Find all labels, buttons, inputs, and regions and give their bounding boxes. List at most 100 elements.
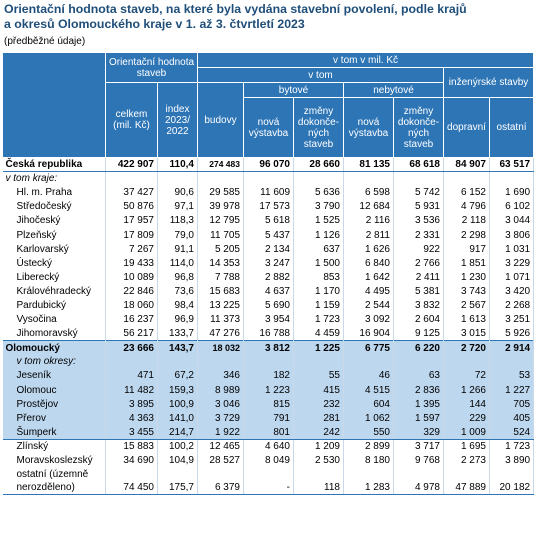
district-row: Přerov 4 363 141,0 3 729 791 281 1 062 1 597 229… xyxy=(2,411,535,426)
cell: 853 xyxy=(293,270,344,285)
cell: 281 xyxy=(293,411,344,426)
cell: 14 353 xyxy=(197,256,244,271)
title-line-2: a okresů Olomouckého kraje v 1. až 3. čt… xyxy=(4,17,305,31)
cell: 144 xyxy=(443,397,490,412)
header-bytove-zmeny: změny dokonče-ných staveb xyxy=(293,97,344,158)
row-label: Královéhradecký xyxy=(2,284,106,299)
cell: 1 230 xyxy=(443,270,490,285)
empty-cell xyxy=(197,354,244,369)
header-v-tom-mil: v tom v mil. Kč xyxy=(196,52,535,68)
cell: 46 xyxy=(343,368,394,383)
category-label: v tom okresy: xyxy=(2,354,106,369)
row-label: Jihočeský xyxy=(2,213,106,228)
cell: 2 899 xyxy=(343,439,394,454)
cell: 415 xyxy=(293,383,344,398)
cell: 12 465 xyxy=(197,439,244,454)
cell: 2 604 xyxy=(393,312,444,327)
cell: 1 225 xyxy=(293,340,344,355)
cell: 141,0 xyxy=(157,411,198,426)
cell: 18 060 xyxy=(105,298,158,313)
header-bytove: bytové xyxy=(243,82,344,98)
row-label: Plzeňský xyxy=(2,227,106,243)
empty-cell xyxy=(157,354,198,369)
cell: 1 170 xyxy=(293,284,344,299)
cell: 2 811 xyxy=(343,227,394,243)
cell: 5 636 xyxy=(293,185,344,200)
cell: 1 597 xyxy=(393,411,444,426)
cell: 133,7 xyxy=(157,326,198,341)
cell: 791 xyxy=(243,411,294,426)
cell: 104,9 xyxy=(157,453,198,468)
okresy-label-row: v tom okresy: xyxy=(2,354,535,369)
region-row: Hl. m. Praha 37 427 90,6 29 585 11 609 5 636 6… xyxy=(2,185,535,200)
cell: 1 690 xyxy=(489,185,535,200)
cell: 5 618 xyxy=(243,213,294,228)
cell: 12 795 xyxy=(197,213,244,228)
cell: 143,7 xyxy=(157,340,198,355)
cell: 2 273 xyxy=(443,453,490,468)
district-row: Jeseník 471 67,2 346 182 55 46 63 72 53 xyxy=(2,368,535,383)
empty-cell xyxy=(197,467,244,481)
cell: 550 xyxy=(343,425,394,440)
cell: 3 806 xyxy=(489,227,535,243)
cell: 11 705 xyxy=(197,227,244,243)
row-label: Moravskoslezský xyxy=(2,453,106,468)
header-nebytove-zmeny: změny dokonče-ných staveb xyxy=(393,97,444,158)
cell: 2 118 xyxy=(443,213,490,228)
empty-cell xyxy=(393,354,444,369)
table-body: Česká republika 422 907 110,4 274 483 96 070… xyxy=(2,156,535,496)
row-olomoucky: Olomoucký 23 666 143,7 18 032 3 812 1 225 6 77… xyxy=(2,340,535,355)
cell: 3 717 xyxy=(393,439,444,454)
empty-cell xyxy=(157,467,198,481)
cell: 1 613 xyxy=(443,312,490,327)
row-label: Ústecký xyxy=(2,256,106,271)
cell: 114,0 xyxy=(157,256,198,271)
cell: 3 015 xyxy=(443,326,490,341)
cell: 329 xyxy=(393,425,444,440)
cell: 2 411 xyxy=(393,270,444,285)
empty-cell xyxy=(197,171,244,186)
cell: 214,7 xyxy=(157,425,198,440)
header-nebytove: nebytové xyxy=(343,82,444,98)
cell: 6 840 xyxy=(343,256,394,271)
cell: 242 xyxy=(293,425,344,440)
cell: 28 527 xyxy=(197,453,244,468)
cell: 96,8 xyxy=(157,270,198,285)
cell: 1 723 xyxy=(489,439,535,454)
cell: 917 xyxy=(443,242,490,257)
title-line-1: Orientační hodnota staveb, na které byla… xyxy=(4,2,467,16)
cell: 72 xyxy=(443,368,490,383)
cell: 4 515 xyxy=(343,383,394,398)
cell: 6 220 xyxy=(393,340,444,355)
region-row: Liberecký 10 089 96,8 7 788 2 882 853 1 642 2 4… xyxy=(2,270,535,285)
cell: 705 xyxy=(489,397,535,412)
empty-cell xyxy=(243,171,294,186)
empty-cell xyxy=(489,354,535,369)
cell: 4 796 xyxy=(443,199,490,214)
cell: 13 225 xyxy=(197,298,244,313)
cell: 63 xyxy=(393,368,444,383)
cell: 182 xyxy=(243,368,294,383)
row-label: Olomouc xyxy=(2,383,106,398)
cell: 1 223 xyxy=(243,383,294,398)
cell: 1 266 xyxy=(443,383,490,398)
cell: 3 812 xyxy=(243,340,294,355)
region-row: Pardubický 18 060 98,4 13 225 5 690 1 159 2 54… xyxy=(2,298,535,313)
cell: 2 766 xyxy=(393,256,444,271)
empty-cell xyxy=(489,467,535,481)
category-label: v tom kraje: xyxy=(2,171,106,186)
empty-cell xyxy=(293,171,344,186)
cell: 11 609 xyxy=(243,185,294,200)
cell: 1 031 xyxy=(489,242,535,257)
header-orientacni: Orientační hodnota staveb xyxy=(105,52,198,83)
cell: 4 363 xyxy=(105,411,158,426)
cell: 2 331 xyxy=(393,227,444,243)
cell: 3 092 xyxy=(343,312,394,327)
cell: 16 904 xyxy=(343,326,394,341)
empty-cell xyxy=(293,467,344,481)
cell: 637 xyxy=(293,242,344,257)
cell: 118 xyxy=(293,480,344,496)
cell: 5 381 xyxy=(393,284,444,299)
cell: 1 009 xyxy=(443,425,490,440)
header-dopravni: dopravní xyxy=(443,97,490,158)
